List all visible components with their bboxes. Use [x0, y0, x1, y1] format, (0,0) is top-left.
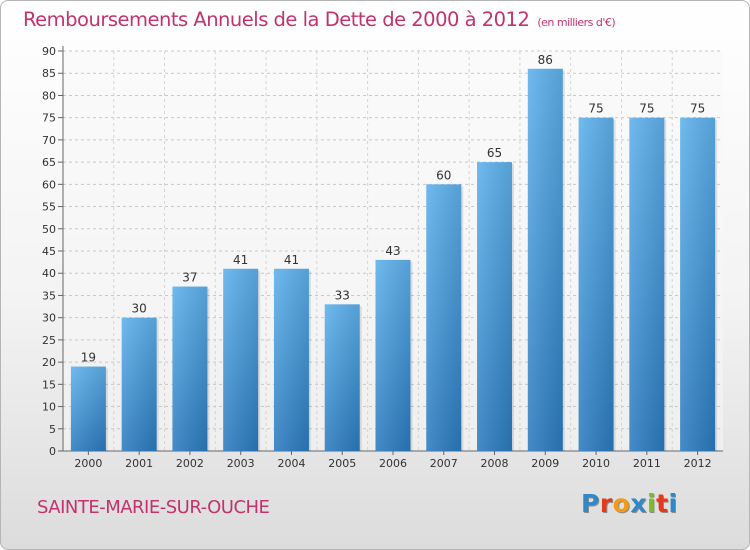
y-tick-label: 50: [42, 223, 56, 236]
bar-shade: [121, 317, 157, 451]
x-tick-label: 2009: [531, 457, 559, 470]
y-tick-label: 55: [42, 201, 56, 214]
y-tick-label: 25: [42, 334, 56, 347]
x-tick-label: 2000: [74, 457, 102, 470]
x-tick-label: 2010: [582, 457, 610, 470]
x-tick-label: 2011: [633, 457, 661, 470]
y-tick-label: 75: [42, 112, 56, 125]
bar-shade: [172, 286, 208, 451]
chart-title: Remboursements Annuels de la Dette de 20…: [23, 8, 616, 31]
y-tick-label: 60: [42, 178, 56, 191]
bar-shade: [629, 117, 665, 452]
data-label: 33: [335, 288, 350, 302]
x-tick-label: 2003: [227, 457, 255, 470]
data-label: 60: [436, 168, 451, 182]
data-label: 75: [639, 102, 654, 116]
x-tick-label: 2006: [379, 457, 407, 470]
logo-letter: i: [668, 489, 678, 518]
x-tick-label: 2007: [430, 457, 458, 470]
data-label: 65: [487, 146, 502, 160]
data-label: 43: [385, 244, 400, 258]
bar-shade: [273, 268, 309, 451]
x-tick-label: 2002: [176, 457, 204, 470]
bar-shade: [680, 117, 716, 452]
data-label: 75: [690, 102, 705, 116]
bar-shade: [324, 304, 360, 451]
town-name: SAINTE-MARIE-SUR-OUCHE: [37, 497, 270, 518]
data-label: 75: [588, 102, 603, 116]
data-label: 41: [284, 253, 299, 267]
data-label: 19: [81, 351, 96, 365]
x-tick-label: 2012: [684, 457, 712, 470]
chart-title-text: Remboursements Annuels de la Dette de 20…: [23, 8, 530, 31]
y-tick-label: 35: [42, 289, 56, 302]
chart-unit: (en milliers d'€): [537, 16, 616, 29]
proxiti-logo[interactable]: Proxiti: [581, 489, 678, 518]
bar-shade: [223, 268, 259, 451]
data-label: 30: [132, 302, 147, 316]
x-tick-label: 2004: [277, 457, 305, 470]
bar-shade: [375, 259, 411, 451]
logo-letter: i: [647, 489, 657, 518]
bar-shade: [426, 184, 462, 452]
data-label: 86: [538, 53, 553, 67]
y-tick-label: 15: [42, 378, 56, 391]
y-tick-label: 85: [42, 67, 56, 80]
y-tick-label: 90: [42, 45, 56, 58]
y-tick-label: 65: [42, 156, 56, 169]
logo-letter: P: [581, 489, 600, 518]
logo-letter: t: [656, 489, 669, 518]
x-tick-label: 2008: [481, 457, 509, 470]
data-label: 41: [233, 253, 248, 267]
y-tick-label: 10: [42, 401, 56, 414]
x-tick-label: 2001: [125, 457, 153, 470]
y-tick-label: 70: [42, 134, 56, 147]
y-tick-label: 40: [42, 267, 56, 280]
y-tick-label: 45: [42, 245, 56, 258]
logo-letter: x: [630, 489, 647, 518]
logo-letter: r: [599, 489, 613, 518]
bar-shade: [477, 162, 513, 451]
y-tick-label: 80: [42, 89, 56, 102]
data-labels: 19 30 37 41 41 33 43 60 65 86 75 75 75: [81, 53, 706, 365]
bar-shade: [70, 366, 106, 451]
tick-labels: 0 5 10 15 20 25 30 35 40 45 50 55 60 65 70 75 80 85 90 2000…: [42, 45, 712, 470]
y-tick-label: 5: [49, 423, 56, 436]
bars: [70, 68, 718, 452]
y-tick-label: 0: [49, 445, 56, 458]
logo-letter: o: [612, 489, 631, 518]
bar-shade: [527, 68, 563, 452]
y-tick-label: 30: [42, 312, 56, 325]
data-label: 37: [182, 271, 197, 285]
bar-shade: [578, 117, 614, 452]
x-tick-label: 2005: [328, 457, 356, 470]
y-tick-label: 20: [42, 356, 56, 369]
